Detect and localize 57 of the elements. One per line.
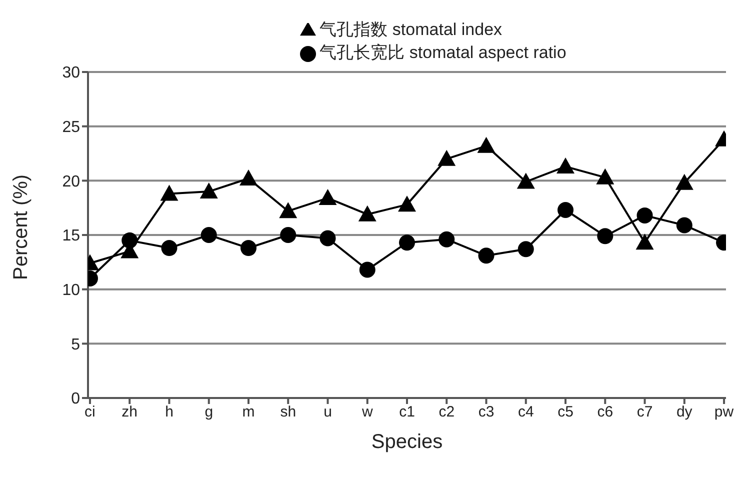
point [161,240,178,256]
point [318,189,337,206]
y-tick-label: 0 [71,390,80,408]
x-tick-label: m [242,404,255,421]
x-tick-label: dy [676,404,693,421]
legend-label: 气孔指数 stomatal index [320,20,502,39]
point [596,168,614,184]
point [676,217,692,234]
x-tick-label: pw [714,404,734,421]
point [477,136,496,153]
x-tick-label: c5 [558,404,574,421]
legend-label: 气孔长宽比 stomatal aspect ratio [320,43,566,62]
point [280,227,296,243]
point [398,196,416,212]
x-axis-title: Species [371,431,443,453]
point [558,202,574,218]
x-tick-label: ci [84,404,96,421]
point [122,232,138,248]
y-tick-label: 30 [62,64,80,82]
x-tick-label: g [204,404,214,421]
x-tick-label: c4 [518,404,534,421]
x-tick-label: c6 [597,404,614,421]
x-tick-label: c1 [399,404,415,421]
x-tick-label: sh [280,404,296,421]
point [518,241,534,258]
x-tick-label: zh [122,404,138,421]
y-tick-label: 10 [62,282,80,300]
point [478,248,494,264]
point [359,262,376,278]
x-tick-label: w [360,404,373,421]
x-tick-label: c2 [438,404,455,421]
y-tick-label: 25 [62,119,80,136]
point [399,234,415,251]
point [200,182,218,199]
x-tick-label: c3 [478,404,494,421]
point [279,202,298,218]
point [556,158,575,174]
point [239,169,258,186]
y-tick-label: 15 [62,228,80,245]
y-tick-label: 5 [71,336,80,354]
x-tick-label: u [324,404,332,421]
y-axis-title: Percent (%) [10,174,32,280]
y-tick-label: 20 [62,173,80,190]
point [636,207,653,224]
point [438,150,456,166]
x-tick-label: h [165,404,174,421]
point [240,240,256,256]
point [438,231,455,248]
x-tick-label: c7 [636,404,653,421]
point [597,228,614,244]
point [320,230,336,246]
point [636,234,654,250]
point [516,172,535,189]
point [358,205,376,222]
point [200,227,217,243]
point [675,174,694,190]
point [160,184,178,201]
